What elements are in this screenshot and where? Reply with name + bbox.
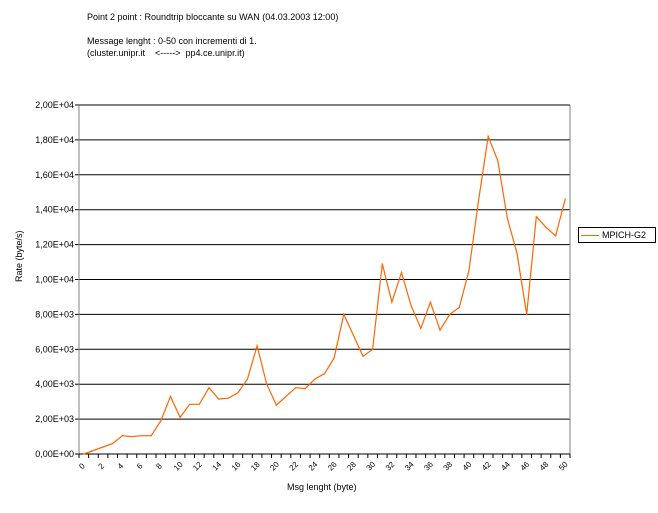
data-point [102,446,104,448]
data-point [314,378,316,380]
data-point [516,252,518,254]
data-point [246,378,249,380]
data-point [535,216,537,218]
x-tick-label: 38 [442,460,455,473]
y-tick-label: 4,00E+03 [35,379,74,389]
y-tick-label: 1,00E+04 [35,275,74,285]
data-point [150,435,152,437]
x-tick-label: 30 [365,460,378,473]
data-point [256,345,258,347]
data-point [198,403,200,405]
x-tick-label: 14 [210,460,223,473]
x-tick-label: 2 [97,461,107,471]
data-point [208,387,210,389]
data-point [189,403,191,405]
data-point [131,435,133,438]
x-tick-label: 0 [77,461,87,471]
data-point [217,398,220,400]
data-point [497,160,499,162]
data-point [372,348,374,350]
x-tick-label: 24 [307,460,320,473]
data-point [112,442,114,445]
x-tick-label: 50 [557,460,570,473]
data-point [323,373,326,375]
data-point [526,313,528,315]
data-point [506,217,509,220]
data-point [140,435,143,437]
x-tick-label: 44 [499,460,512,473]
data-point [468,270,470,272]
legend-label: MPICH-G2 [602,230,647,240]
data-point [477,200,480,202]
data-point [266,383,268,385]
data-point [352,334,354,336]
x-tick-label: 32 [384,460,397,473]
data-point [343,313,345,315]
y-axis-label: Rate (byte/s) [14,230,24,282]
subtitle-message-length: Message lenght : 0-50 con incrementi di … [87,36,257,46]
data-point [564,198,566,200]
data-point [275,404,277,406]
data-point [295,387,297,389]
x-axis-label: Msg lenght (byte) [287,482,357,492]
data-point [304,387,306,390]
data-point [285,395,287,398]
data-point [92,449,95,452]
data-point [487,135,489,138]
x-tick-label: 42 [480,460,493,473]
data-point [179,416,181,418]
x-tick-label: 6 [135,461,145,471]
x-tick-label: 40 [461,460,474,473]
y-tick-label: 2,00E+04 [35,100,74,110]
x-tick-label: 36 [422,460,435,473]
data-point [237,392,239,394]
x-tick-label: 28 [345,460,358,473]
x-tick-label: 26 [326,460,339,473]
subtitle-hosts: (cluster.unipr.it <-----> pp4.ce.unipr.i… [87,48,245,58]
x-tick-label: 46 [519,460,532,473]
data-point [429,301,432,303]
data-point [400,271,403,274]
data-point [458,306,460,309]
x-tick-label: 12 [191,460,204,473]
y-tick-label: 6,00E+03 [35,344,74,354]
x-tick-label: 34 [403,460,416,473]
y-tick-label: 0,00E+00 [35,449,74,459]
legend: MPICH-G2 [578,227,656,243]
series-line-mpich-g2 [83,134,566,455]
y-tick-label: 1,40E+04 [35,205,74,215]
data-point [410,305,412,307]
x-tick-label: 8 [154,461,164,471]
y-tick-label: 1,20E+04 [35,240,74,250]
data-point [554,235,557,237]
data-point [381,263,383,265]
x-tick-label: 16 [230,460,243,473]
y-tick-label: 8,00E+03 [35,309,74,319]
data-point [121,435,123,437]
data-point [391,301,393,303]
data-point [439,329,441,331]
chart-title: Point 2 point : Roundtrip bloccante su W… [87,12,339,22]
data-point [160,420,162,422]
y-tick-label: 1,60E+04 [35,170,74,180]
data-point [420,327,422,329]
data-point [333,357,335,359]
x-tick-label: 18 [249,460,262,473]
x-tick-label: 20 [268,460,281,473]
x-tick-label: 48 [538,460,551,473]
data-point [227,397,229,399]
data-point [362,355,364,357]
legend-swatch [581,234,599,236]
data-point [83,453,85,455]
x-tick-label: 4 [116,461,126,471]
data-point [449,313,451,315]
data-point [169,395,172,398]
y-tick-label: 2,00E+03 [35,414,74,424]
x-tick-label: 10 [172,460,185,473]
y-tick-label: 1,80E+04 [35,135,74,145]
x-tick-label: 22 [288,460,301,473]
data-point [545,226,547,228]
